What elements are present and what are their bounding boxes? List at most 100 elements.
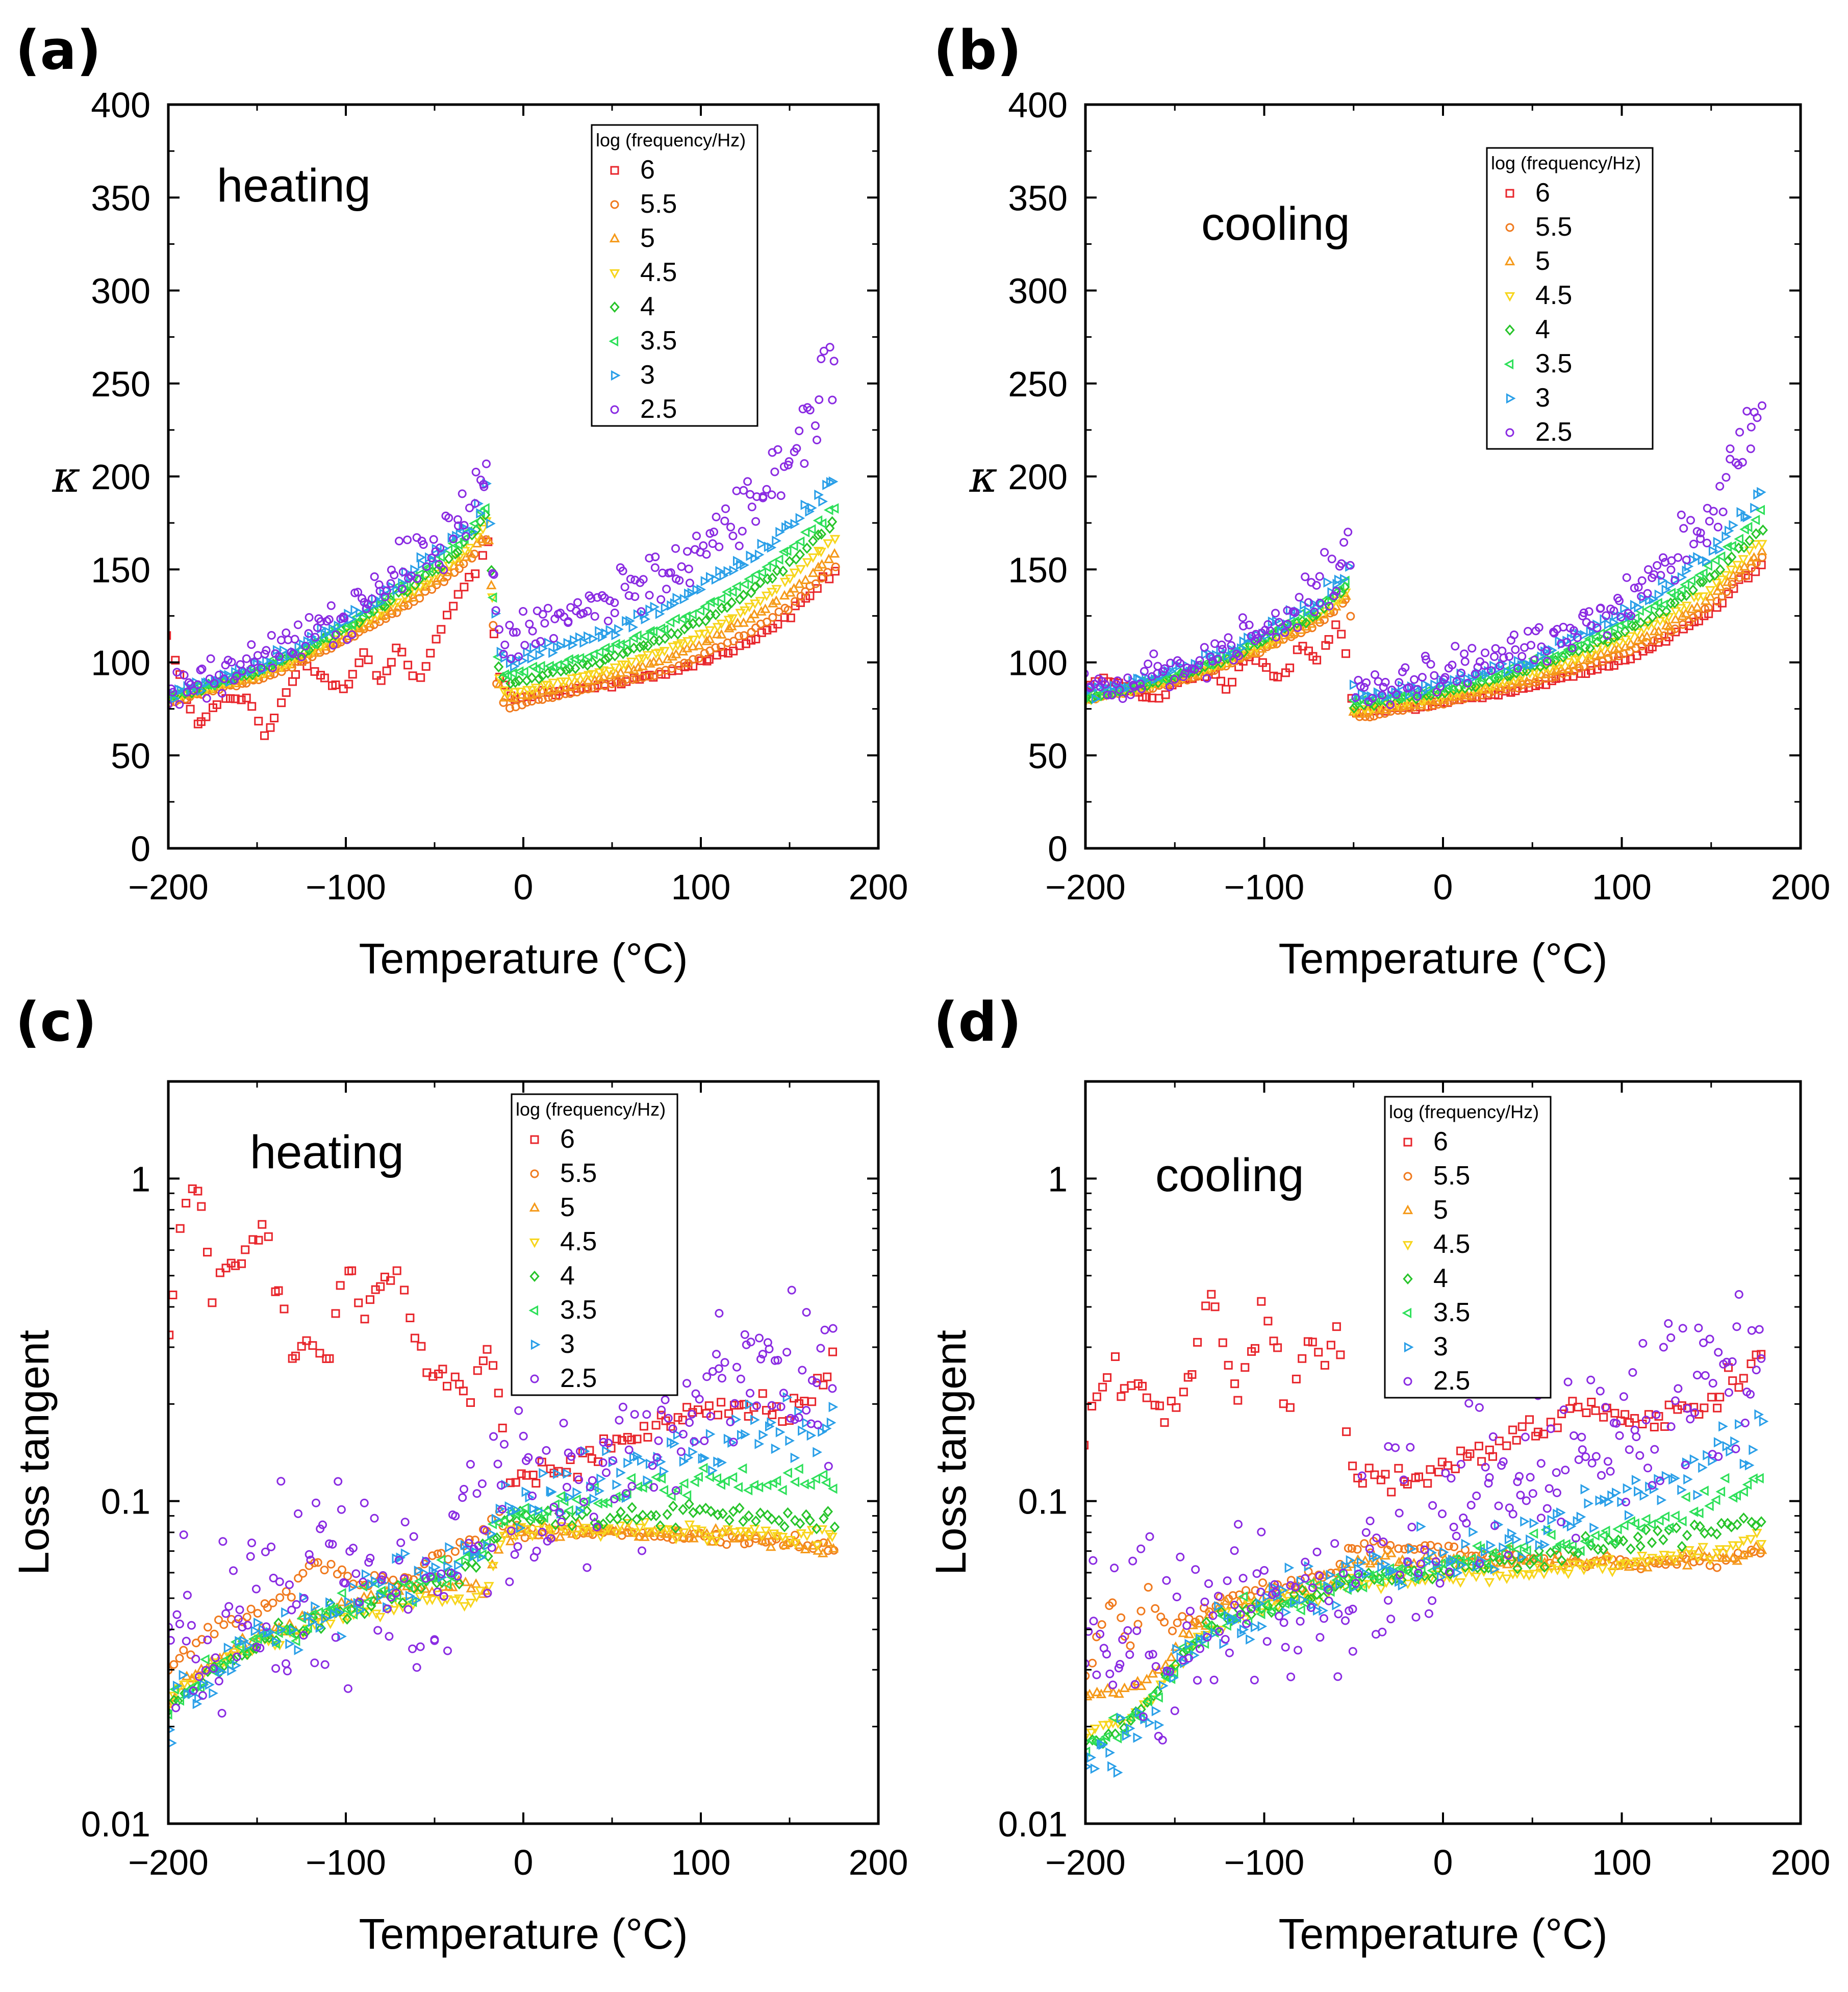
data-point — [217, 1709, 226, 1718]
data-point — [562, 1482, 571, 1492]
data-point — [376, 1585, 386, 1596]
data-point — [1615, 596, 1624, 606]
data-point — [1230, 1600, 1239, 1609]
legend-marker — [528, 1305, 539, 1316]
data-point — [594, 668, 605, 678]
data-point — [1745, 1535, 1756, 1545]
data-point — [1203, 1621, 1212, 1632]
data-point — [1733, 1541, 1744, 1551]
data-point — [1114, 1663, 1123, 1673]
condition-annotation: heating — [250, 1126, 404, 1178]
data-point — [460, 1576, 471, 1586]
data-point — [602, 1468, 611, 1477]
data-point — [1101, 679, 1109, 689]
legend-marker — [1506, 393, 1516, 404]
legend-label: 5 — [1433, 1195, 1448, 1225]
data-point — [806, 1430, 817, 1441]
legend-label: 6 — [560, 1124, 575, 1154]
data-point — [306, 1555, 315, 1565]
data-point — [1638, 1420, 1647, 1428]
x-tick-label: 100 — [671, 1843, 731, 1882]
data-point — [1145, 1717, 1155, 1728]
data-point — [700, 1502, 711, 1514]
data-point — [1511, 686, 1520, 695]
x-tick-label: 0 — [1433, 1843, 1453, 1882]
data-point — [459, 1602, 470, 1612]
data-point — [398, 567, 408, 576]
data-point — [201, 712, 211, 721]
data-point — [1602, 647, 1613, 657]
data-point — [1464, 1399, 1474, 1408]
data-point — [1176, 1552, 1185, 1561]
data-point — [1636, 1560, 1648, 1570]
data-point — [548, 678, 559, 689]
data-point — [232, 1652, 241, 1661]
data-point — [637, 1455, 647, 1466]
data-point — [1386, 1547, 1397, 1557]
data-point — [242, 654, 251, 663]
data-point — [235, 1636, 244, 1647]
data-point — [823, 568, 832, 577]
data-point — [1517, 1552, 1528, 1562]
data-point — [1377, 1539, 1386, 1548]
data-point — [1286, 1672, 1296, 1681]
data-point — [739, 578, 749, 590]
data-point — [197, 664, 207, 673]
data-point — [316, 617, 325, 626]
data-point — [659, 624, 669, 635]
data-point — [1144, 1583, 1153, 1592]
legend-marker — [1504, 292, 1515, 302]
data-point — [1504, 1551, 1513, 1560]
data-point — [1546, 1564, 1557, 1574]
data-point — [377, 1575, 386, 1584]
data-point — [1107, 691, 1117, 700]
data-point — [392, 1588, 401, 1598]
data-point — [252, 672, 264, 682]
data-point — [650, 1527, 661, 1537]
data-point — [595, 1485, 605, 1497]
data-point — [816, 528, 827, 540]
data-point — [205, 1679, 215, 1690]
data-point — [709, 596, 719, 607]
data-point — [711, 574, 721, 585]
data-point — [246, 666, 256, 677]
data-point — [1619, 1392, 1628, 1401]
data-point — [395, 537, 403, 546]
data-point — [829, 535, 841, 545]
data-point — [1149, 649, 1158, 659]
data-point — [1315, 572, 1324, 581]
data-point — [1262, 1592, 1273, 1602]
data-point — [1357, 688, 1368, 699]
data-point — [1574, 1402, 1583, 1411]
data-point — [1548, 645, 1558, 655]
data-point — [1666, 1333, 1676, 1342]
data-point — [1542, 646, 1551, 655]
data-point — [510, 688, 521, 698]
data-point — [783, 461, 793, 470]
data-point — [1304, 598, 1313, 607]
data-point — [392, 643, 401, 652]
data-point — [466, 1582, 477, 1593]
data-point — [808, 535, 818, 547]
data-point — [749, 599, 761, 609]
data-point — [816, 547, 826, 558]
x-tick-label: 100 — [671, 867, 731, 907]
data-point — [720, 1358, 729, 1367]
data-point — [1626, 654, 1635, 664]
data-point — [729, 1528, 740, 1538]
data-point — [1537, 642, 1546, 651]
data-point — [583, 674, 594, 685]
data-point — [421, 662, 431, 671]
data-point — [784, 520, 794, 531]
data-point — [1633, 1531, 1643, 1543]
data-point — [1709, 569, 1720, 581]
data-point — [1695, 576, 1706, 588]
data-point — [1330, 1539, 1339, 1548]
data-point — [299, 1631, 308, 1640]
data-point — [716, 1479, 726, 1490]
data-point — [1289, 1588, 1299, 1600]
data-point — [1246, 1634, 1255, 1645]
data-point — [575, 1505, 586, 1516]
data-point — [1601, 1403, 1610, 1412]
data-point — [168, 1726, 175, 1734]
